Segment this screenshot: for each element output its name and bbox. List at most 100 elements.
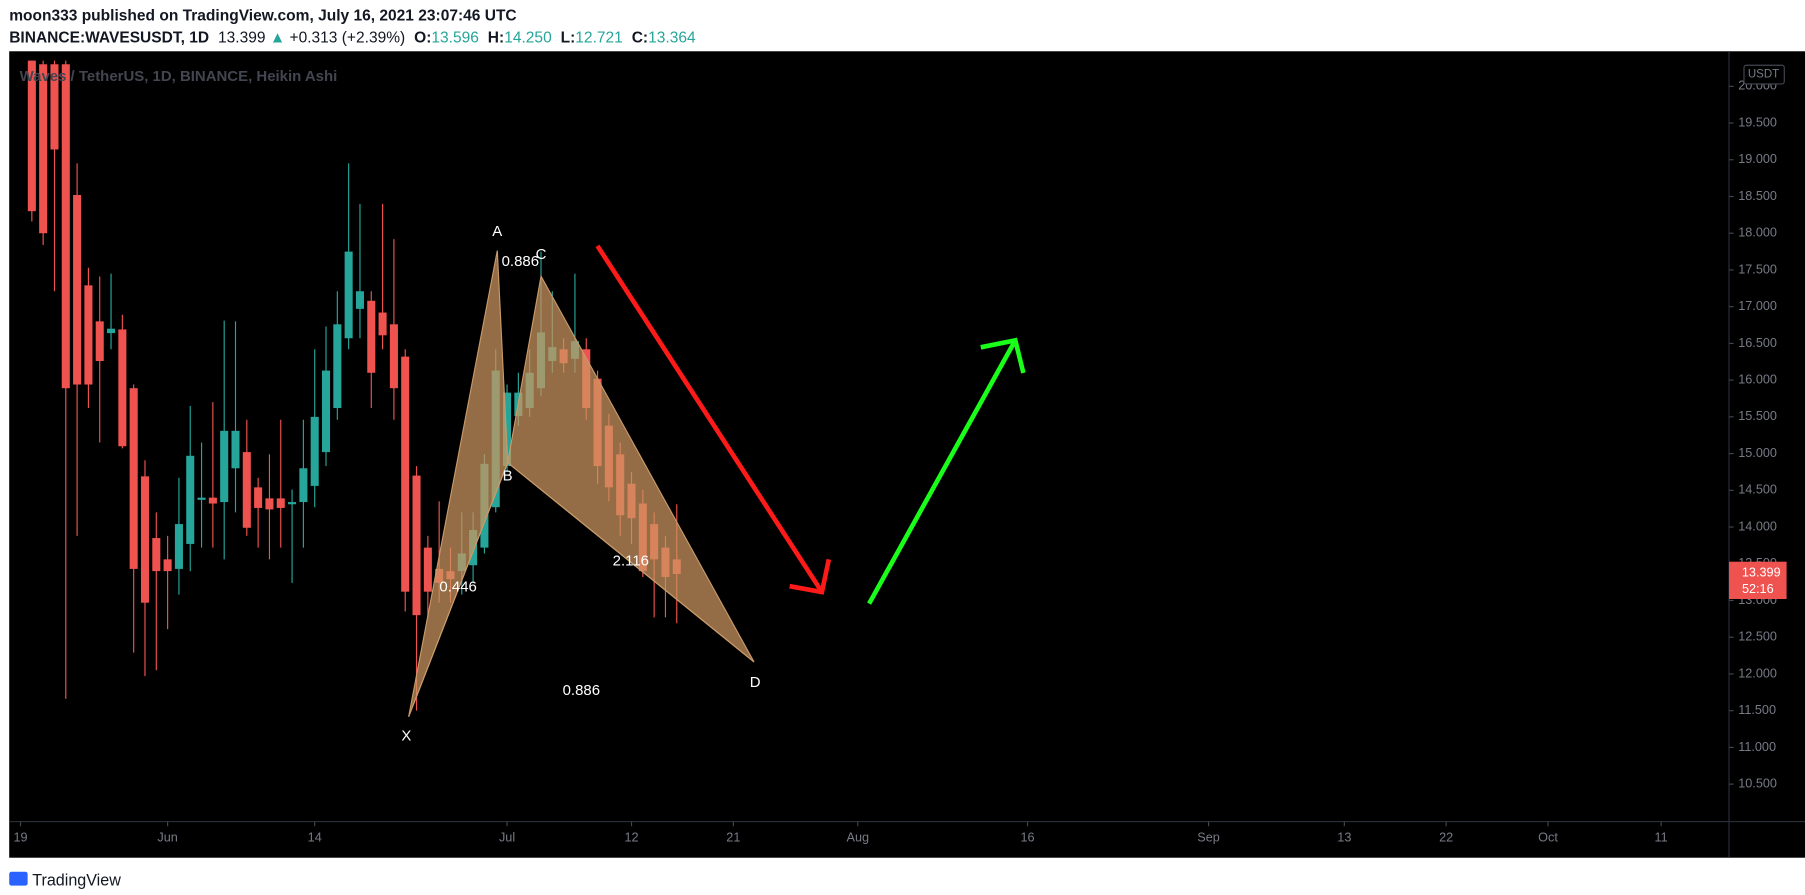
ohlc-label: H:	[488, 30, 504, 47]
candle-body	[503, 392, 512, 467]
y-tick-label: 18.000	[1738, 225, 1777, 240]
candle-body	[129, 388, 138, 569]
price-tag-value: 13.399	[1742, 565, 1781, 580]
candle-body	[333, 324, 342, 409]
candle-body	[276, 498, 285, 508]
candle-body	[163, 559, 172, 572]
candle-body	[288, 502, 297, 505]
candle-body	[355, 291, 364, 309]
y-tick-label: 19.000	[1738, 151, 1777, 166]
ohlc-label: O:	[414, 30, 431, 47]
down-arrow	[595, 244, 832, 595]
y-tick-label: 12.500	[1738, 629, 1777, 644]
up-arrow-drawing	[867, 337, 1026, 605]
candle-body	[140, 476, 150, 603]
y-tick-label: 16.500	[1738, 335, 1777, 350]
candle-body	[61, 64, 70, 389]
x-tick-label: 12	[624, 829, 638, 844]
point-label: B	[503, 468, 513, 485]
y-tick-label: 14.000	[1738, 518, 1777, 533]
candle-body	[242, 452, 251, 528]
series-legend: Waves / TetherUS, 1D, BINANCE, Heikin As…	[20, 68, 338, 85]
symbol-line: BINANCE:WAVESUSDT, 1D 13.399 ▲ +0.313 (+…	[9, 30, 696, 47]
currency-box	[1743, 64, 1785, 85]
candle-body	[95, 321, 104, 362]
last-price: 13.399	[218, 30, 266, 47]
x-tick-label: 19	[13, 829, 27, 844]
ratio-label: 0.886	[502, 253, 539, 270]
ohlc-label: C:	[632, 30, 648, 47]
change: +0.313 (+2.39%)	[290, 30, 406, 47]
x-tick-label: 14	[308, 829, 322, 844]
candle-body	[27, 60, 36, 212]
x-tick-label: Sep	[1197, 829, 1220, 844]
y-tick-label: 17.000	[1738, 298, 1777, 313]
ohlc-value: 13.364	[648, 30, 696, 47]
candle-body	[152, 538, 161, 572]
candle-body	[254, 487, 263, 508]
candle-body	[344, 251, 353, 339]
candle-body	[174, 524, 183, 569]
point-label: D	[750, 674, 761, 691]
candle-body	[39, 64, 48, 234]
x-tick-label: Jun	[157, 829, 177, 844]
ohlc-value: 14.250	[504, 30, 552, 47]
brand-logo	[9, 871, 28, 886]
x-tick-label: 21	[726, 829, 740, 844]
pattern-leg	[408, 462, 509, 717]
candle-body	[389, 324, 398, 389]
x-tick-label: 16	[1020, 829, 1034, 844]
ratio-label: 0.446	[439, 578, 476, 595]
candle-body	[310, 416, 319, 486]
x-tick-label: 13	[1337, 829, 1351, 844]
candle-body	[265, 498, 274, 510]
candle-body	[118, 329, 127, 447]
candle-body	[73, 195, 82, 385]
x-tick-label: Oct	[1538, 829, 1558, 844]
ohlc-value: 13.596	[431, 30, 479, 47]
x-tick-label: Jul	[499, 829, 515, 844]
x-tick-label: Aug	[847, 829, 870, 844]
y-tick-label: 11.000	[1738, 739, 1776, 754]
ratio-label: 0.886	[563, 682, 600, 699]
currency: USDT	[1748, 69, 1779, 81]
y-tick-label: 19.500	[1738, 114, 1777, 129]
candle-body	[186, 455, 195, 544]
ratio-label: 2.116	[613, 553, 649, 570]
y-tick-label: 10.500	[1738, 775, 1777, 790]
point-label: X	[401, 727, 411, 744]
candle-body	[208, 497, 217, 504]
publisher: moon333 published on TradingView.com, Ju…	[9, 7, 516, 24]
ohlc-label: L:	[561, 30, 576, 47]
price-tag	[1729, 561, 1787, 599]
y-tick-label: 15.500	[1738, 408, 1777, 423]
candle-body	[412, 475, 421, 616]
countdown: 52:16	[1742, 581, 1774, 596]
pattern-leg	[507, 462, 755, 663]
candle-body	[321, 370, 331, 453]
candle-body	[299, 468, 308, 503]
y-tick-label: 14.500	[1738, 482, 1777, 497]
candle-body	[423, 547, 432, 592]
point-label: C	[536, 246, 547, 263]
y-tick-label: 11.500	[1738, 702, 1776, 717]
chart-background	[9, 51, 1805, 858]
up-arrow: ▲	[270, 30, 285, 47]
y-tick-label: 16.000	[1738, 371, 1777, 386]
candle-body	[378, 312, 387, 336]
candle-body	[367, 300, 376, 373]
candle-body	[50, 64, 59, 150]
y-tick-label: 12.000	[1738, 665, 1777, 680]
y-tick-label: 15.000	[1738, 445, 1777, 460]
candle-body	[84, 285, 93, 385]
brand[interactable]: TradingView	[32, 871, 121, 889]
x-tick-label: 22	[1439, 829, 1453, 844]
candle-body	[197, 497, 206, 500]
x-tick-label: 11	[1655, 829, 1668, 844]
point-label: A	[492, 223, 502, 240]
symbol: BINANCE:WAVESUSDT, 1D	[9, 30, 209, 47]
ohlc-value: 12.721	[575, 30, 623, 47]
y-tick-label: 18.500	[1738, 188, 1777, 203]
candle-body	[231, 430, 240, 469]
y-tick-label: 17.500	[1738, 261, 1777, 276]
